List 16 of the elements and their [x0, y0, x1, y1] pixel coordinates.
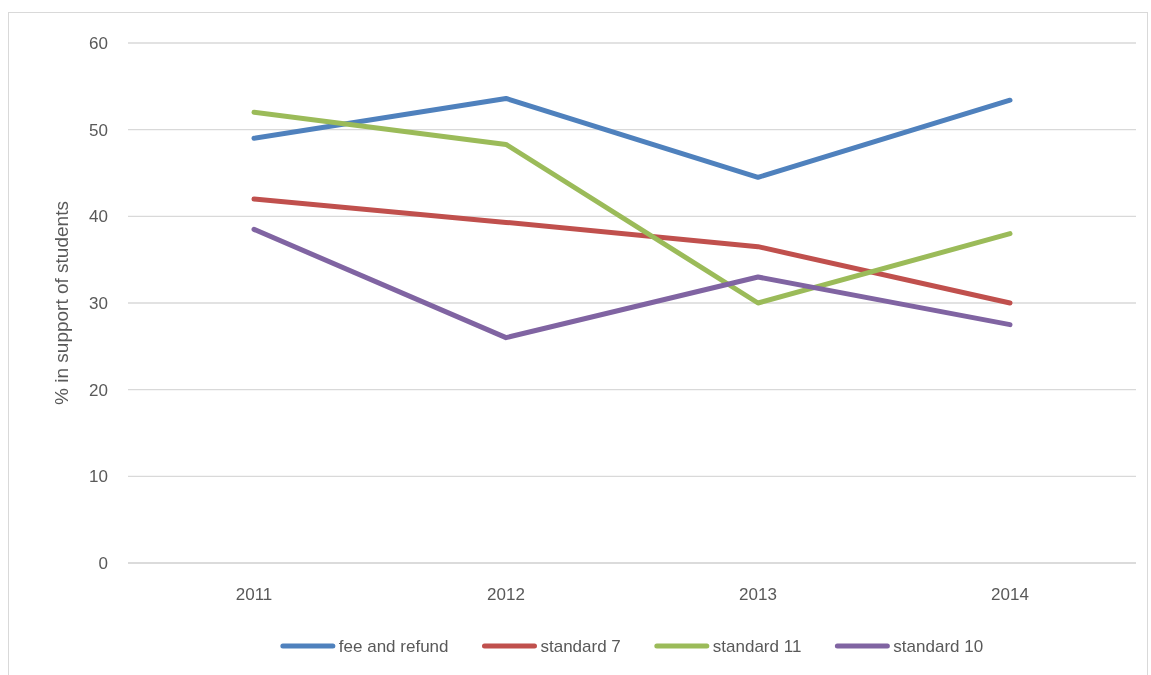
- y-tick-label: 10: [89, 467, 108, 487]
- legend-label: standard 11: [712, 636, 802, 656]
- x-tick-label: 2014: [991, 585, 1029, 604]
- legend-label: standard 10: [893, 636, 984, 656]
- legend-label: standard 7: [540, 636, 621, 656]
- y-tick-label: 20: [89, 380, 108, 400]
- y-tick-label: 50: [89, 120, 108, 140]
- y-tick-label: 30: [89, 293, 108, 313]
- x-tick-label: 2013: [739, 585, 777, 604]
- y-tick-label: 40: [89, 207, 108, 227]
- y-axis-title: % in support of students: [51, 201, 72, 405]
- y-tick-label: 0: [98, 553, 108, 573]
- y-tick-label: 60: [89, 33, 108, 53]
- x-tick-label: 2011: [235, 585, 273, 604]
- x-tick-label: 2012: [487, 585, 525, 604]
- legend-label: fee and refund: [338, 636, 449, 656]
